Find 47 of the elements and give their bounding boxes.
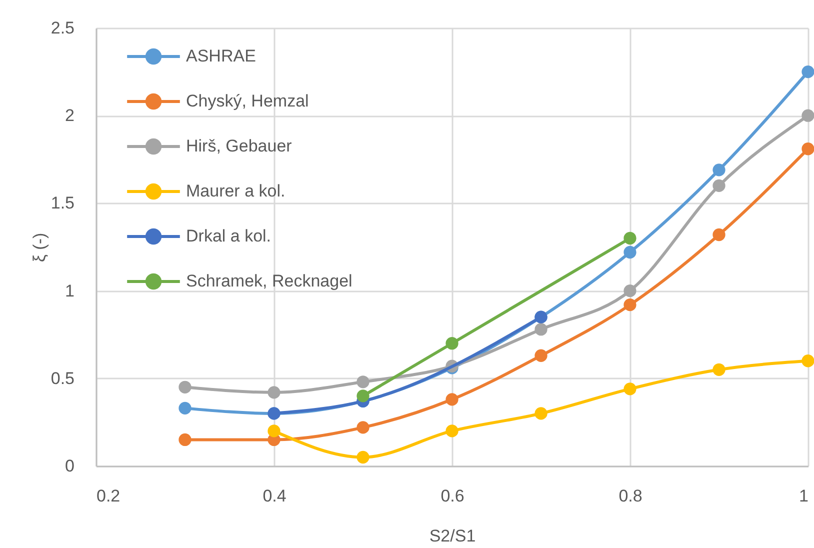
point xyxy=(356,376,370,388)
point xyxy=(356,421,370,434)
point xyxy=(624,284,636,298)
point xyxy=(446,424,458,438)
legend-label: Chyský, Hemzal xyxy=(186,92,309,110)
point xyxy=(802,354,814,368)
x-tick-label: 0.2 xyxy=(96,486,120,506)
y-tick-label: 1.5 xyxy=(50,194,74,213)
point xyxy=(268,424,280,438)
y-tick-label: 1 xyxy=(65,281,74,300)
point xyxy=(534,349,548,362)
point xyxy=(268,386,280,399)
point xyxy=(712,179,726,192)
point xyxy=(802,109,814,122)
legend-label: Schramek, Recknagel xyxy=(186,272,352,290)
point xyxy=(802,65,814,78)
legend-label: ASHRAE xyxy=(186,46,256,66)
point xyxy=(178,433,192,446)
y-tick-label: 2 xyxy=(65,106,74,126)
legend-label: Maurer a kol. xyxy=(186,182,286,200)
point xyxy=(712,164,726,176)
point xyxy=(534,407,548,420)
point xyxy=(624,298,636,312)
x-tick-label: 0.4 xyxy=(262,486,286,506)
point xyxy=(624,232,636,245)
legend-label: Hirš, Gebauer xyxy=(186,136,292,156)
point xyxy=(446,393,458,406)
point xyxy=(356,450,370,464)
point xyxy=(712,363,726,376)
legend-label: Drkal a kol. xyxy=(186,226,272,246)
point xyxy=(624,246,636,259)
point xyxy=(712,228,726,242)
x-tick-label: 0.6 xyxy=(440,486,464,506)
y-axis-title: ξ (-) xyxy=(30,232,49,262)
y-tick-label: 0.5 xyxy=(50,368,74,388)
point xyxy=(624,382,636,396)
point xyxy=(446,337,458,350)
x-axis-title: S2/S1 xyxy=(429,526,476,546)
y-tick-label: 2.5 xyxy=(50,18,74,38)
x-tick-label: 1 xyxy=(799,486,808,506)
point xyxy=(178,380,192,394)
point xyxy=(356,390,370,402)
x-tick-label: 0.8 xyxy=(618,486,642,506)
point xyxy=(178,402,192,414)
point xyxy=(802,142,814,156)
point xyxy=(534,323,548,336)
y-tick-label: 0 xyxy=(65,456,74,476)
